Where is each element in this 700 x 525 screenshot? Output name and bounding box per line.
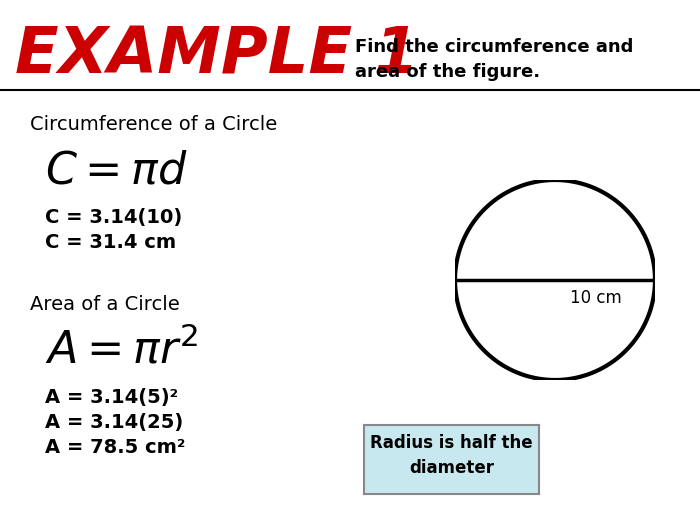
Text: EXAMPLE 1: EXAMPLE 1 xyxy=(15,24,419,86)
Text: C = 3.14(10): C = 3.14(10) xyxy=(45,208,182,227)
Text: 10 cm: 10 cm xyxy=(570,289,622,307)
Text: Radius is half the
diameter: Radius is half the diameter xyxy=(370,435,533,477)
Text: A = 3.14(5)²: A = 3.14(5)² xyxy=(45,388,178,407)
Text: Find the circumference and
area of the figure.: Find the circumference and area of the f… xyxy=(355,38,634,81)
Text: Circumference of a Circle: Circumference of a Circle xyxy=(30,115,277,134)
Text: A = 3.14(25): A = 3.14(25) xyxy=(45,413,183,432)
Text: A = 78.5 cm²: A = 78.5 cm² xyxy=(45,438,186,457)
Text: $\mathit{C} = \pi\mathit{d}$: $\mathit{C} = \pi\mathit{d}$ xyxy=(45,150,188,193)
Text: $\mathit{A} = \pi\mathit{r}^2$: $\mathit{A} = \pi\mathit{r}^2$ xyxy=(45,328,198,373)
Text: Area of a Circle: Area of a Circle xyxy=(30,295,180,314)
Text: C = 31.4 cm: C = 31.4 cm xyxy=(45,233,176,252)
